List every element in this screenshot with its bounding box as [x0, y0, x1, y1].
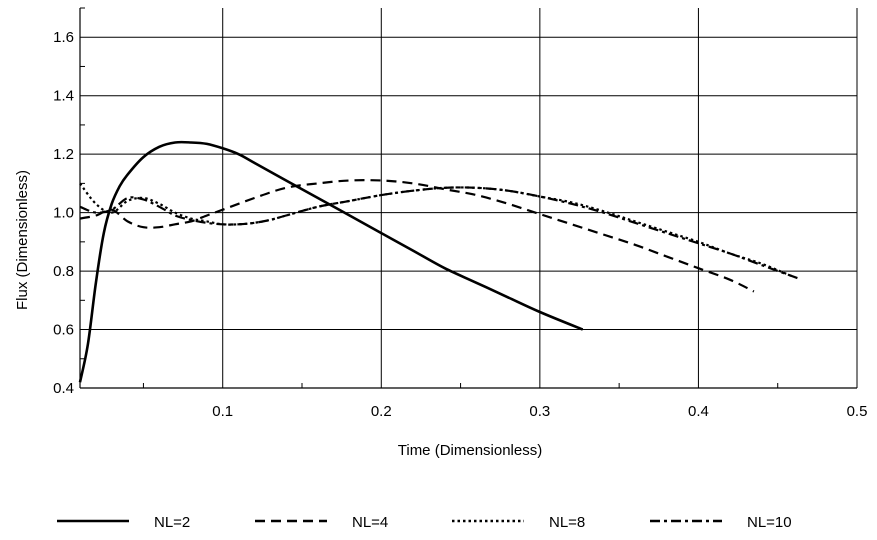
- y-axis-title: Flux (Dimensionless): [14, 170, 31, 310]
- x-tick-label: 0.5: [847, 403, 868, 420]
- y-tick-label: 0.6: [53, 322, 74, 339]
- y-tick-label: 1.6: [53, 29, 74, 46]
- series-line-nl-4: [79, 179, 755, 293]
- y-tick-label: 1.2: [53, 146, 74, 163]
- x-tick-label: 0.4: [688, 403, 709, 420]
- y-axis-ticks: 0.4 0.6 0.8 1.0 1.2 1.4 1.6: [53, 29, 74, 397]
- grid-lines: [80, 8, 858, 389]
- series-line-nl-2: [78, 140, 584, 383]
- legend: NL=2 NL=4 NL=8 NL=10: [57, 514, 792, 531]
- y-tick-label: 0.4: [53, 380, 74, 397]
- legend-label: NL=10: [747, 514, 792, 531]
- y-tick-label: 1.4: [53, 88, 74, 105]
- series-lines: [78, 140, 799, 383]
- y-tick-label: 0.8: [53, 263, 74, 280]
- y-tick-label: 1.0: [53, 205, 74, 222]
- x-tick-label: 0.1: [212, 403, 233, 420]
- x-tick-label: 0.3: [529, 403, 550, 420]
- legend-label: NL=2: [154, 514, 190, 531]
- legend-label: NL=8: [549, 514, 585, 531]
- x-axis-ticks: 0.1 0.2 0.3 0.4 0.5: [212, 403, 867, 420]
- axes: [79, 7, 857, 389]
- x-tick-label: 0.2: [371, 403, 392, 420]
- legend-label: NL=4: [352, 514, 388, 531]
- x-axis-title: Time (Dimensionless): [398, 442, 542, 459]
- series-line-nl-10: [79, 186, 799, 280]
